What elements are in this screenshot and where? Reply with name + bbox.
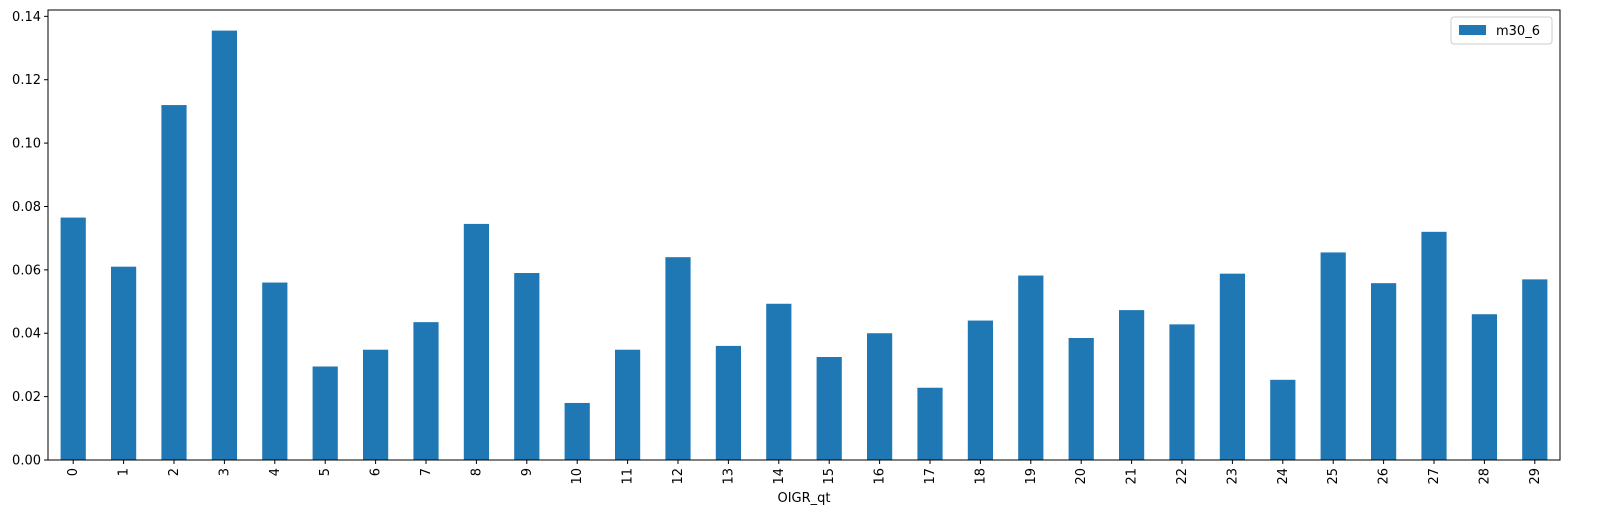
bar-10 [564,402,590,460]
y-axis: 0.00 0.02 0.04 0.06 0.08 0.10 0.12 0.14 [12,10,48,469]
x-tick-label-25: 25 [1326,468,1341,485]
bar-14 [766,303,792,460]
bar-21 [1119,310,1145,460]
bar-17 [917,387,943,460]
legend-box [1450,16,1553,45]
x-tick-label-27: 27 [1427,468,1442,485]
x-tick-label-6: 6 [369,468,384,476]
x-tick-label-7: 7 [419,468,434,476]
bar-24 [1270,379,1296,460]
bar-22 [1169,324,1195,460]
bar-26 [1371,283,1397,460]
x-tick-label-2: 2 [167,468,182,476]
x-tick-label-29: 29 [1528,468,1543,485]
bar-15 [816,357,842,460]
bar-11 [615,349,641,460]
y-tick-label-2: 0.04 [12,327,41,342]
bar-7 [413,322,439,460]
bar-23 [1219,273,1245,460]
x-axis-label: OIGR_qt [777,491,830,506]
x-tick-label-16: 16 [873,468,888,485]
bar-28 [1471,314,1497,460]
y-tick-label-3: 0.06 [12,263,41,278]
legend-swatch [1459,25,1486,35]
x-tick-label-11: 11 [621,468,636,485]
x-tick-label-3: 3 [217,468,232,476]
y-tick-label-6: 0.12 [12,73,41,88]
x-tick-label-5: 5 [318,468,333,476]
y-tick-label-0: 0.00 [12,454,41,469]
bar-5 [312,366,338,460]
x-axis: 0 1 2 3 4 5 6 7 8 9 10 11 12 13 14 15 16 17 18 19 20 21 22 23 24… [66,460,1543,485]
x-tick-label-4: 4 [268,468,283,476]
bar-4 [262,282,288,460]
bar-16 [867,333,893,460]
bar-12 [665,257,691,460]
x-tick-label-8: 8 [469,468,484,476]
legend-label: m30_6 [1496,24,1540,39]
bar-3 [211,30,237,460]
bar-6 [363,349,389,460]
y-tick-label-5: 0.10 [12,137,41,152]
x-tick-label-19: 19 [1024,468,1039,485]
x-tick-label-18: 18 [973,468,988,485]
bar-9 [514,273,540,460]
bar-25 [1320,252,1346,460]
x-tick-label-0: 0 [66,468,81,476]
bars-group [60,30,1548,460]
x-tick-label-13: 13 [721,468,736,485]
bar-13 [715,345,741,460]
x-tick-label-22: 22 [1175,468,1190,485]
x-tick-label-26: 26 [1377,468,1392,485]
bar-1 [111,266,137,460]
x-tick-label-9: 9 [520,468,535,476]
plot-frame [47,9,1561,461]
bar-19 [1018,275,1044,460]
y-tick-label-1: 0.02 [12,390,41,405]
x-tick-label-17: 17 [923,468,938,485]
bar-0 [60,217,86,460]
x-tick-label-12: 12 [671,468,686,485]
x-tick-label-24: 24 [1276,468,1291,485]
x-tick-label-10: 10 [570,468,585,485]
x-tick-label-15: 15 [822,468,837,485]
bar-29 [1522,279,1548,460]
y-tick-label-7: 0.14 [12,10,41,25]
legend: m30_6 [1450,16,1553,45]
x-tick-label-20: 20 [1074,468,1089,485]
x-tick-label-14: 14 [772,468,787,485]
bar-2 [161,105,187,460]
x-tick-label-23: 23 [1225,468,1240,485]
x-tick-label-1: 1 [117,468,132,476]
bar-8 [463,223,489,460]
x-tick-label-28: 28 [1477,468,1492,485]
y-tick-label-4: 0.08 [12,200,41,215]
bar-27 [1421,231,1447,460]
bar-18 [967,320,993,460]
bar-20 [1068,337,1094,460]
x-tick-label-21: 21 [1125,468,1140,485]
